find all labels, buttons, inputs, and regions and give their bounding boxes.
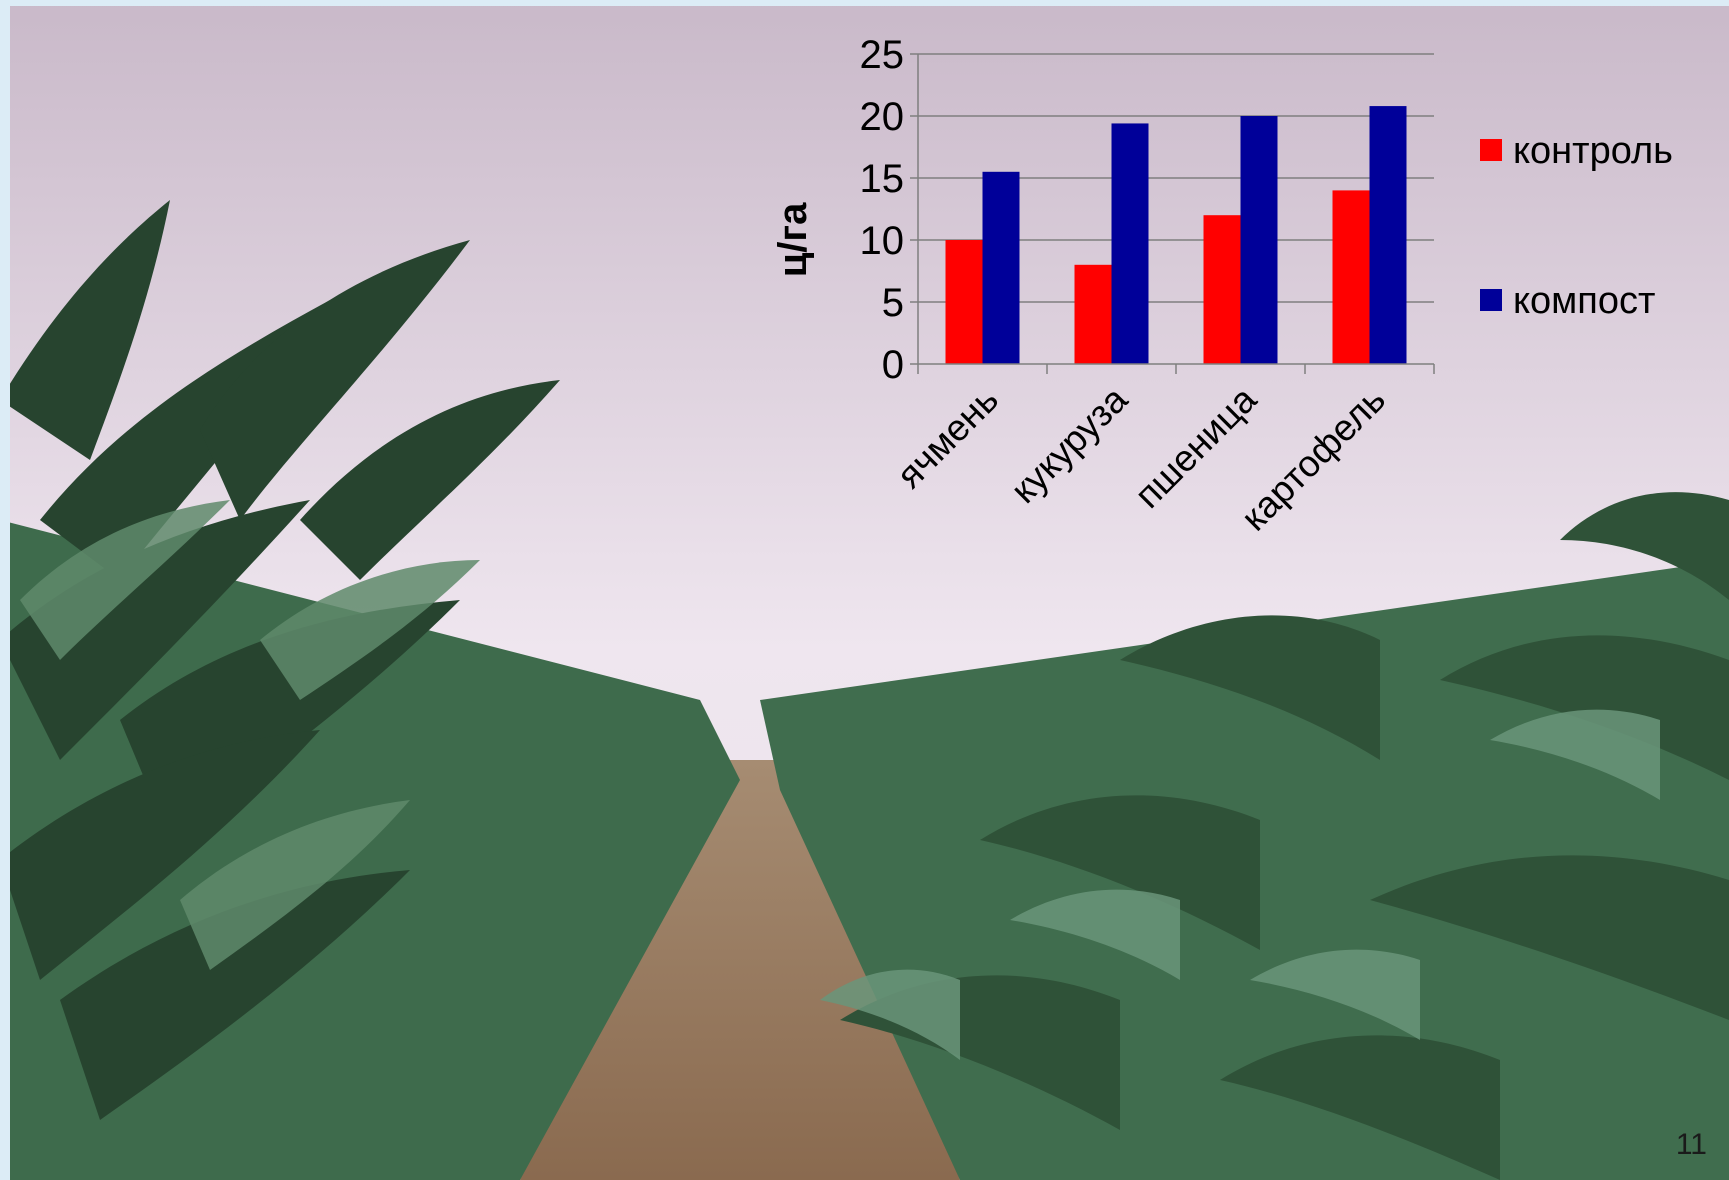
bar-compost-2 xyxy=(1111,123,1149,364)
bar-compost-4 xyxy=(1369,106,1407,364)
legend-label-compost: компост xyxy=(1513,280,1655,322)
crop-leaves-right xyxy=(840,492,1729,1180)
y-tick-label: 10 xyxy=(860,219,905,263)
y-tick-label: 5 xyxy=(882,281,904,325)
y-tick-labels: 0 5 10 15 20 25 xyxy=(860,33,905,387)
axes xyxy=(910,53,1435,374)
bar-compost-1 xyxy=(982,171,1020,364)
bar-control-1 xyxy=(945,240,983,364)
legend: контроль компост xyxy=(1480,130,1673,322)
y-tick-label: 20 xyxy=(860,95,905,139)
bar-compost-3 xyxy=(1240,116,1278,364)
legend-label-control: контроль xyxy=(1513,130,1673,172)
x-tick-label: кукуруза xyxy=(1003,378,1136,511)
bar-control-4 xyxy=(1332,190,1370,364)
frame-left xyxy=(0,0,10,1180)
crop-leaves-right-highlights xyxy=(820,709,1660,1060)
legend-swatch-compost xyxy=(1480,289,1502,311)
soil-path xyxy=(520,760,960,1180)
legend-swatch-control xyxy=(1480,139,1502,161)
x-tick-label: ячмень xyxy=(889,379,1006,496)
crop-leaves-left xyxy=(0,200,560,1120)
crop-leaves-left-highlights xyxy=(20,500,480,970)
y-tick-label: 0 xyxy=(882,343,904,387)
slide-number: 11 xyxy=(1675,1128,1707,1161)
bar-control-3 xyxy=(1203,215,1241,364)
y-axis-label: ц/га xyxy=(771,202,815,277)
bar-control-2 xyxy=(1074,264,1112,364)
x-tick-label: пшеница xyxy=(1127,378,1265,516)
y-tick-label: 15 xyxy=(860,157,905,201)
y-tick-label: 25 xyxy=(860,33,905,77)
frame-top xyxy=(0,0,1729,6)
bars xyxy=(945,106,1407,364)
